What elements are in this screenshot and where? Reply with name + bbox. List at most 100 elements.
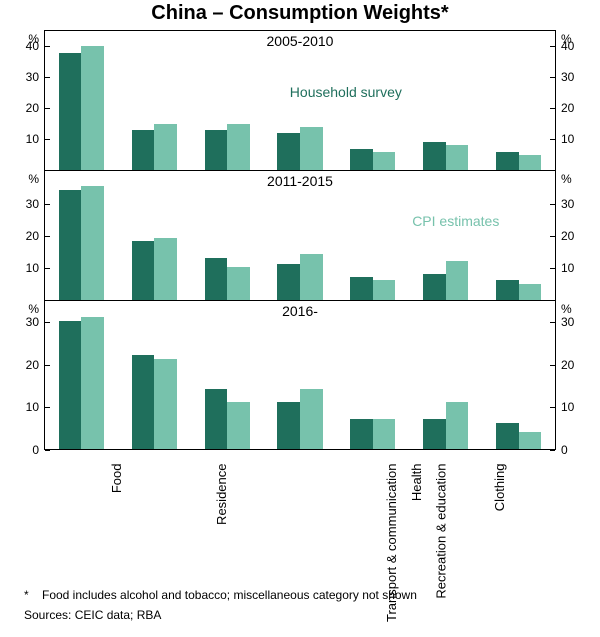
bar [373, 280, 396, 299]
ytick-mark [550, 204, 555, 205]
panel-0: 2005-2010%%1010202030304040Household sur… [45, 31, 555, 170]
category-label: Food [109, 464, 124, 494]
bar [205, 130, 228, 170]
ytick-label-left: 20 [26, 230, 39, 242]
bar [300, 254, 323, 299]
ytick-mark [550, 77, 555, 78]
bar [300, 127, 323, 170]
bar [81, 186, 104, 299]
bar [132, 241, 155, 299]
bar [496, 423, 519, 449]
bar [350, 149, 373, 171]
bar [227, 267, 250, 299]
bar [132, 355, 155, 449]
category-label: Residence [214, 464, 229, 525]
ytick-mark [45, 322, 50, 323]
bar [277, 402, 300, 449]
series-label-household_survey: Household survey [290, 84, 402, 100]
category-label: Clothing [492, 464, 507, 512]
y-unit-left: % [28, 173, 39, 185]
ytick-label-left: 10 [26, 262, 39, 274]
bar [154, 124, 177, 170]
ytick-mark [550, 139, 555, 140]
bar [496, 152, 519, 171]
bar [350, 277, 373, 300]
ytick-mark [45, 204, 50, 205]
bar [519, 432, 542, 449]
panel-title: 2005-2010 [45, 33, 555, 49]
bar [423, 274, 446, 300]
panel-1: 2011-2015%%101020203030CPI estimates [45, 170, 555, 300]
bar [300, 389, 323, 449]
bar [277, 264, 300, 300]
ytick-mark [45, 365, 50, 366]
bar [277, 133, 300, 170]
bar [496, 280, 519, 299]
ytick-label-left: 20 [26, 102, 39, 114]
ytick-label-right: 20 [561, 359, 574, 371]
ytick-mark [45, 108, 50, 109]
bar [373, 419, 396, 449]
plot-area: 2005-2010%%1010202030304040Household sur… [44, 30, 556, 450]
ytick-label-left: 20 [26, 359, 39, 371]
bar [154, 238, 177, 300]
ytick-label-left: 0 [32, 444, 39, 456]
bar [205, 258, 228, 300]
ytick-mark [45, 268, 50, 269]
ytick-mark [45, 46, 50, 47]
bar [423, 419, 446, 449]
bar [446, 261, 469, 300]
bar [350, 419, 373, 449]
category-axis: FoodResidenceTransport & communicationRe… [44, 452, 556, 582]
ytick-mark [550, 46, 555, 47]
bar [81, 317, 104, 449]
ytick-label-right: 0 [561, 444, 568, 456]
series-label-cpi_estimates: CPI estimates [412, 213, 499, 229]
chart-title: China – Consumption Weights* [0, 2, 600, 25]
ytick-label-left: 10 [26, 401, 39, 413]
bar [227, 402, 250, 449]
ytick-mark [45, 236, 50, 237]
bar [59, 321, 82, 449]
ytick-label-right: 30 [561, 316, 574, 328]
bar [81, 46, 104, 170]
category-label: Health [409, 464, 424, 502]
bar [59, 53, 82, 171]
ytick-label-left: 30 [26, 316, 39, 328]
bar [227, 124, 250, 170]
ytick-mark [45, 77, 50, 78]
panel-title: 2016- [45, 303, 555, 319]
bar [423, 142, 446, 170]
figure: China – Consumption Weights* 2005-2010%%… [0, 0, 600, 637]
ytick-mark [550, 322, 555, 323]
footnote-text: Food includes alcohol and tobacco; misce… [42, 588, 417, 602]
ytick-mark [550, 236, 555, 237]
y-unit-right: % [561, 173, 572, 185]
ytick-mark [550, 407, 555, 408]
ytick-label-right: 10 [561, 133, 574, 145]
ytick-mark [550, 365, 555, 366]
ytick-label-right: 20 [561, 102, 574, 114]
ytick-mark [45, 450, 50, 451]
bar [446, 145, 469, 170]
panel-title: 2011-2015 [45, 173, 555, 189]
ytick-label-right: 20 [561, 230, 574, 242]
ytick-label-right: 10 [561, 401, 574, 413]
y-unit-left: % [28, 303, 39, 315]
ytick-label-right: 40 [561, 40, 574, 52]
ytick-label-left: 30 [26, 198, 39, 210]
panel-2: 2016-%%00101020203030 [45, 300, 555, 449]
ytick-label-right: 30 [561, 71, 574, 83]
ytick-mark [550, 450, 555, 451]
bar [519, 155, 542, 170]
footnote: *Food includes alcohol and tobacco; misc… [24, 588, 576, 602]
ytick-mark [550, 108, 555, 109]
bar [154, 359, 177, 449]
bar [205, 389, 228, 449]
ytick-label-left: 40 [26, 40, 39, 52]
bar [446, 402, 469, 449]
ytick-label-left: 30 [26, 71, 39, 83]
ytick-mark [45, 407, 50, 408]
ytick-mark [45, 139, 50, 140]
sources: Sources: CEIC data; RBA [24, 608, 576, 622]
